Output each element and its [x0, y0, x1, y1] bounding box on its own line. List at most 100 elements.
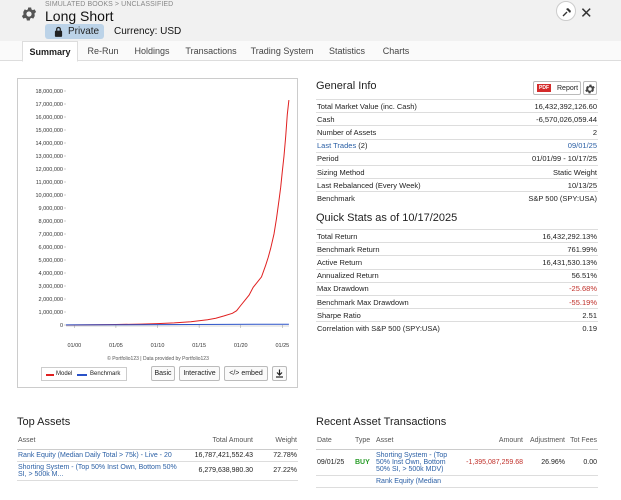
privacy-badge[interactable]: Private — [45, 24, 104, 39]
last-trades-link[interactable]: Last Trades — [317, 141, 357, 151]
asset-link[interactable]: Shorting System - (Top 50% Inst Own, Bot… — [17, 461, 185, 481]
last-trades-date-link[interactable]: 09/01/25 — [485, 138, 598, 153]
stat-row: Benchmark Return 761.99% — [316, 242, 598, 256]
x-tick-label: 01/00 — [67, 343, 81, 349]
stat-row: Active Return 16,431,530.13% — [316, 255, 598, 270]
top-assets-title: Top Assets — [17, 416, 71, 428]
col-date[interactable]: Date — [316, 433, 354, 450]
col-amount[interactable]: Amount — [451, 433, 524, 450]
stat-label: Correlation with S&P 500 (SPY:USA) — [316, 321, 510, 335]
col-asset[interactable]: Asset — [375, 433, 451, 450]
y-tick-label: 8,000,000 — [39, 219, 63, 225]
pdf-report-button[interactable]: PDF Report — [533, 81, 581, 95]
page-title: Long Short — [45, 8, 114, 24]
basic-chart-button[interactable]: Basic — [151, 366, 175, 381]
txn-adjustment: 26.96% — [524, 449, 566, 476]
tab-trading-system[interactable]: Trading System — [250, 46, 314, 56]
y-tick-label: 11,000,000 — [36, 180, 63, 186]
asset-link[interactable]: Rank Equity (Median Daily Total > 75k) -… — [17, 449, 185, 462]
info-label: Number of Assets — [316, 125, 485, 140]
legend-benchmark-label[interactable]: Benchmark — [90, 371, 121, 377]
col-adjustment[interactable]: Adjustment — [524, 433, 566, 450]
info-value: 10/13/25 — [485, 178, 598, 192]
txn-type — [354, 475, 375, 488]
y-tick-label: 6,000,000 — [39, 245, 63, 251]
y-tick-label: 4,000,000 — [39, 271, 63, 277]
tab-holdings[interactable]: Holdings — [134, 46, 170, 56]
y-tick-label: 2,000,000 — [39, 297, 63, 303]
legend-model-swatch — [46, 374, 54, 376]
y-tick-label: 12,000,000 — [35, 167, 63, 173]
chart-credit: © Portfolio123 | Data provided by Portfo… — [107, 355, 209, 362]
col-total-amount[interactable]: Total Amount — [185, 433, 254, 450]
last-trades-count: (2) — [358, 141, 368, 151]
info-label: Total Market Value (inc. Cash) — [316, 98, 485, 113]
page-header: SIMULATED BOOKS > UNCLASSIFIED Long Shor… — [0, 0, 621, 41]
stat-value: 16,432,292.13% — [509, 228, 598, 243]
download-button[interactable] — [272, 366, 287, 381]
tab-bar: Summary Re-Run Holdings Transactions Tra… — [0, 41, 621, 62]
breadcrumb[interactable]: SIMULATED BOOKS > UNCLASSIFIED — [45, 1, 174, 8]
quick-stats-title: Quick Stats as of 10/17/2025 — [316, 212, 458, 224]
table-row: Rank Equity (Median — [316, 475, 598, 488]
legend-model-label[interactable]: Model — [56, 371, 73, 377]
series-line-model — [65, 100, 290, 326]
tab-transactions[interactable]: Transactions — [185, 46, 237, 56]
general-info-title: General Info — [316, 80, 377, 92]
txn-asset-link[interactable]: Rank Equity (Median — [375, 475, 451, 488]
tab-re-run[interactable]: Re-Run — [87, 46, 119, 56]
pin-button[interactable] — [556, 1, 576, 21]
y-tick-label: 17,000,000 — [35, 102, 63, 108]
y-tick-label: 1,000,000 — [39, 310, 63, 316]
col-weight[interactable]: Weight — [254, 433, 298, 450]
col-asset[interactable]: Asset — [17, 433, 185, 450]
performance-chart: 18,000,000 17,000,000 16,000,000 15,000,000… — [17, 78, 298, 388]
legend-benchmark-swatch — [77, 374, 87, 376]
txn-amount — [451, 475, 524, 488]
y-tick-label: 5,000,000 — [39, 258, 63, 264]
txn-date: 09/01/25 — [316, 449, 354, 476]
privacy-label: Private — [68, 26, 100, 37]
report-label: Report — [557, 85, 579, 92]
info-value: 2 — [485, 125, 598, 140]
gear-icon[interactable] — [20, 5, 38, 23]
y-tick-label: 0 — [60, 323, 63, 329]
close-icon[interactable]: ✕ — [580, 5, 593, 22]
stat-label: Total Return — [316, 228, 510, 243]
info-value: 16,432,392,126.60 — [485, 98, 598, 113]
y-tick-label: 7,000,000 — [39, 232, 63, 238]
info-row: Cash -6,570,026,059.44 — [316, 112, 598, 126]
stat-value: 761.99% — [509, 242, 598, 256]
chart-svg: 18,000,000 17,000,000 16,000,000 15,000,000… — [35, 89, 290, 362]
stat-row: Total Return 16,432,292.13% — [316, 228, 598, 243]
col-tot-fees[interactable]: Tot Fees — [566, 433, 598, 450]
report-settings-button[interactable] — [583, 81, 597, 95]
y-tick-label: 10,000,000 — [35, 193, 63, 199]
txn-asset-link[interactable]: Shorting System - (Top 50% Inst Own, Bot… — [375, 449, 451, 476]
tab-summary[interactable]: Summary — [22, 41, 78, 62]
info-value: -6,570,026,059.44 — [485, 112, 598, 126]
y-tick-label: 9,000,000 — [39, 206, 63, 212]
y-tick-label: 16,000,000 — [35, 115, 63, 121]
quick-stats-table: Total Return 16,432,292.13% Benchmark Ret… — [316, 228, 598, 335]
info-row: Last Rebalanced (Every Week) 10/13/25 — [316, 178, 598, 192]
stat-value: 0.19 — [509, 321, 598, 335]
y-tick-label: 18,000,000 — [35, 89, 63, 95]
y-tick-label: 14,000,000 — [35, 141, 63, 147]
info-label: Period — [316, 151, 485, 166]
info-label: Sizing Method — [316, 164, 485, 179]
info-label: Benchmark — [316, 191, 485, 205]
stat-value: 2.51 — [509, 308, 598, 322]
info-row: Number of Assets 2 — [316, 125, 598, 140]
top-assets-table: Asset Total Amount Weight Rank Equity (M… — [17, 433, 298, 481]
interactive-chart-button[interactable]: Interactive — [179, 366, 220, 381]
tab-statistics[interactable]: Statistics — [328, 46, 365, 56]
info-row: Sizing Method Static Weight — [316, 164, 598, 179]
table-row: Rank Equity (Median Daily Total > 75k) -… — [17, 449, 298, 462]
general-info-table: Total Market Value (inc. Cash) 16,432,392… — [316, 98, 598, 205]
series-line-benchmark — [65, 323, 289, 326]
col-type[interactable]: Type — [354, 433, 375, 450]
embed-button[interactable]: </> embed — [224, 366, 268, 381]
stat-value: -25.68% — [509, 281, 598, 296]
tab-charts[interactable]: Charts — [382, 46, 410, 56]
